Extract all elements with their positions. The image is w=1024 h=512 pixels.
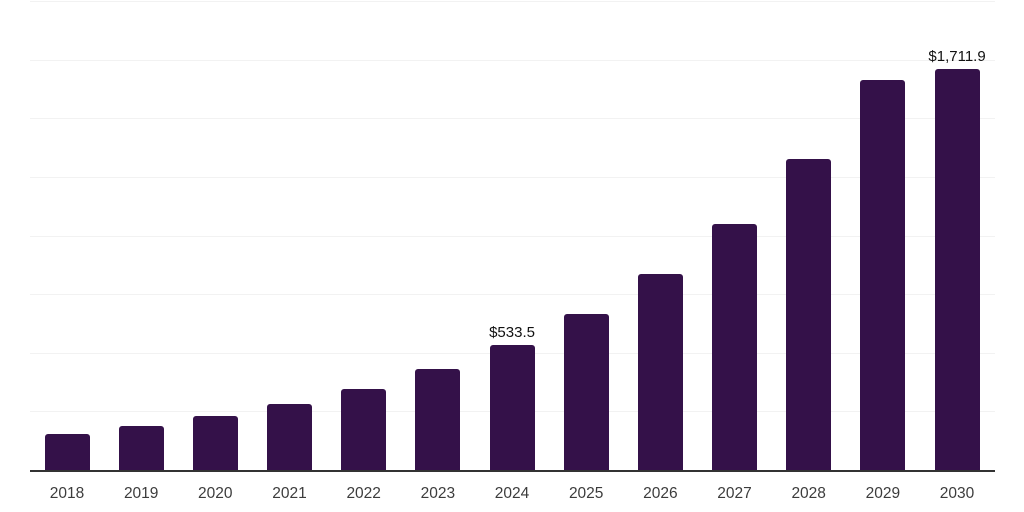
bar-2028: [786, 159, 832, 470]
bar-2023: [415, 368, 461, 470]
bar-2026: [637, 274, 683, 470]
gridline-1000: [30, 235, 995, 237]
bar-2025: [563, 313, 609, 470]
plot-area: $533.5 $1,711.9: [30, 1, 995, 472]
bar-2027: [712, 224, 757, 470]
bar-2020: [192, 415, 238, 470]
bar-2030: [934, 68, 980, 470]
x-tick-label-2029: 2029: [865, 485, 901, 502]
bar-2029: [860, 79, 906, 470]
bar-2018: [44, 434, 90, 470]
x-tick-label-2020: 2020: [198, 485, 233, 502]
x-tick-label-2019: 2019: [123, 485, 159, 502]
x-tick-label-2023: 2023: [420, 485, 456, 502]
data-label-2030: $1,711.9: [928, 47, 986, 65]
x-tick-label-2022: 2022: [346, 485, 381, 502]
gridline-750: [30, 294, 995, 296]
x-tick-label-2025: 2025: [568, 485, 604, 502]
bar-2024: [489, 344, 535, 470]
x-tick-label-2027: 2027: [717, 485, 752, 502]
x-tick-label-2021: 2021: [272, 485, 307, 502]
x-tick-label-2026: 2026: [643, 485, 678, 502]
data-label-2024: $533.5: [489, 323, 535, 341]
bar-2022: [341, 388, 387, 470]
bar-2021: [267, 404, 312, 470]
gridline-1250: [30, 176, 995, 178]
gridline-2000: [30, 1, 995, 2]
x-tick-label-2028: 2028: [791, 485, 826, 502]
x-tick-label-2030: 2030: [939, 485, 975, 502]
bar-2019: [118, 425, 164, 470]
x-tick-label-2024: 2024: [494, 485, 530, 502]
gridline-1500: [30, 118, 995, 120]
gridline-1750: [30, 59, 995, 61]
x-axis-line: [30, 470, 995, 472]
x-tick-label-2018: 2018: [49, 485, 85, 502]
